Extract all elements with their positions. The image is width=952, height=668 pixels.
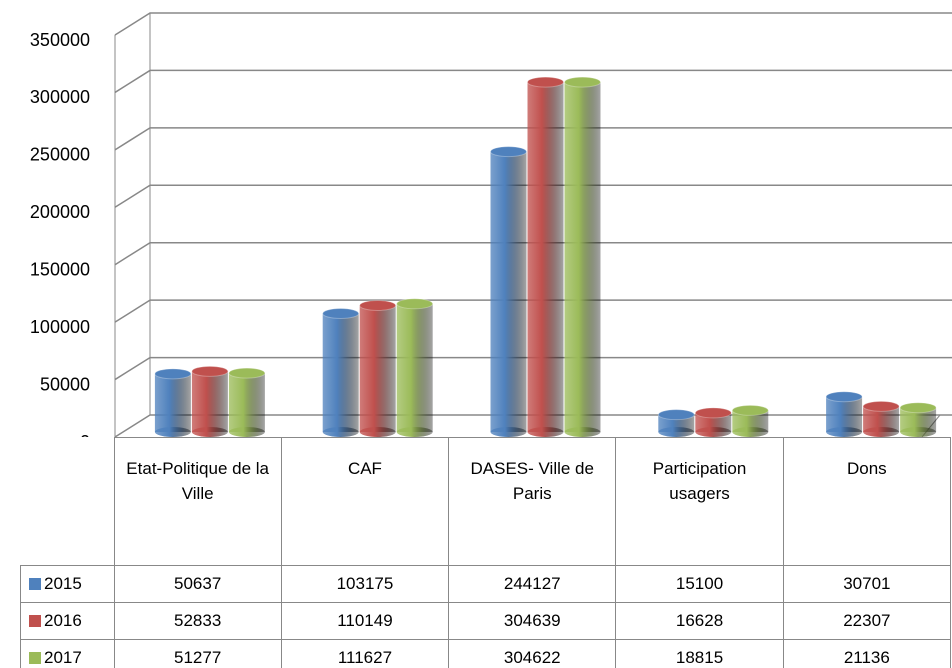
bar-top — [154, 368, 192, 380]
legend-item: 2017 — [20, 639, 115, 668]
bar-top — [564, 76, 601, 88]
bar-top — [527, 76, 564, 88]
bar-top — [228, 367, 266, 379]
value-cell: 304639 — [448, 602, 617, 640]
grid-line — [114, 184, 952, 208]
legend-item: 2016 — [20, 602, 115, 640]
legend-item: 2015 — [20, 565, 115, 603]
grid-line — [114, 356, 952, 381]
legend-swatch — [29, 652, 41, 664]
y-tick-label: 0 — [80, 432, 90, 437]
x-tick-label: CAF — [280, 437, 450, 566]
value-cell: 22307 — [782, 602, 952, 640]
y-tick-label: 250000 — [30, 145, 90, 165]
bar-top — [490, 146, 527, 158]
y-tick-label: 50000 — [40, 374, 90, 394]
value-cell: 30701 — [782, 565, 952, 603]
x-tick-label: Dons — [782, 437, 952, 566]
bar-top — [862, 400, 900, 412]
bar-top — [731, 404, 769, 416]
bar — [490, 151, 527, 432]
bar — [695, 412, 732, 432]
x-tick-label: DASES- Ville de Paris — [448, 437, 617, 566]
bar — [732, 410, 769, 432]
bar — [322, 313, 359, 432]
bar — [658, 414, 695, 432]
header-row: Etat-Politique de la Ville CAF DASES- Vill… — [20, 437, 952, 566]
value-cell: 52833 — [113, 602, 282, 640]
bar-top — [694, 407, 732, 419]
value-cell: 50637 — [113, 565, 282, 603]
data-row: 2016 52833 110149 304639 16628 22307 — [20, 602, 952, 640]
legend-swatch — [29, 578, 41, 590]
table-corner — [20, 437, 115, 566]
legend-label: 2017 — [44, 648, 82, 667]
bar-top — [657, 409, 695, 421]
value-cell: 244127 — [448, 565, 617, 603]
legend-label: 2015 — [44, 574, 82, 593]
y-tick-label: 200000 — [30, 202, 90, 222]
grid-line — [114, 127, 952, 151]
bar — [396, 303, 433, 432]
plot: 0 50000 100000 150000 200000 250000 300000 3500… — [30, 12, 952, 437]
grid-line — [114, 241, 952, 266]
bar-top — [322, 307, 360, 319]
bar-top — [191, 365, 229, 377]
y-tick-label: 100000 — [30, 317, 90, 337]
value-cell: 51277 — [113, 639, 282, 668]
value-cell: 21136 — [782, 639, 952, 668]
value-cell: 16628 — [615, 602, 784, 640]
bar — [228, 373, 265, 432]
bar-top — [396, 298, 434, 310]
grid-line — [114, 69, 952, 94]
y-tick-label: 300000 — [30, 87, 90, 107]
bar — [191, 371, 228, 432]
data-row: 2017 51277 111627 304622 18815 21136 — [20, 639, 952, 668]
value-cell: 15100 — [615, 565, 784, 603]
x-tick-label: Participation usagers — [615, 437, 784, 566]
value-cell: 304622 — [448, 639, 617, 668]
bar-top — [359, 299, 397, 311]
data-row: 2015 50637 103175 244127 15100 30701 — [20, 565, 952, 603]
value-cell: 111627 — [280, 639, 450, 668]
bar-top — [825, 391, 863, 403]
bar — [359, 305, 396, 432]
legend-swatch — [29, 615, 41, 627]
y-tick-label: 150000 — [30, 259, 90, 279]
value-cell: 110149 — [280, 602, 450, 640]
y-tick-label: 350000 — [30, 30, 90, 50]
data-table: Etat-Politique de la Ville CAF DASES- Vill… — [20, 437, 952, 668]
grid-line — [114, 12, 952, 36]
bar — [154, 373, 191, 432]
bar — [564, 82, 601, 432]
legend-label: 2016 — [44, 611, 82, 630]
x-tick-label: Etat-Politique de la Ville — [113, 437, 282, 566]
bar-top — [899, 402, 937, 414]
value-cell: 18815 — [615, 639, 784, 668]
bar — [527, 82, 564, 433]
bar — [826, 396, 863, 432]
grid-line — [114, 299, 952, 323]
value-cell: 103175 — [280, 565, 450, 603]
